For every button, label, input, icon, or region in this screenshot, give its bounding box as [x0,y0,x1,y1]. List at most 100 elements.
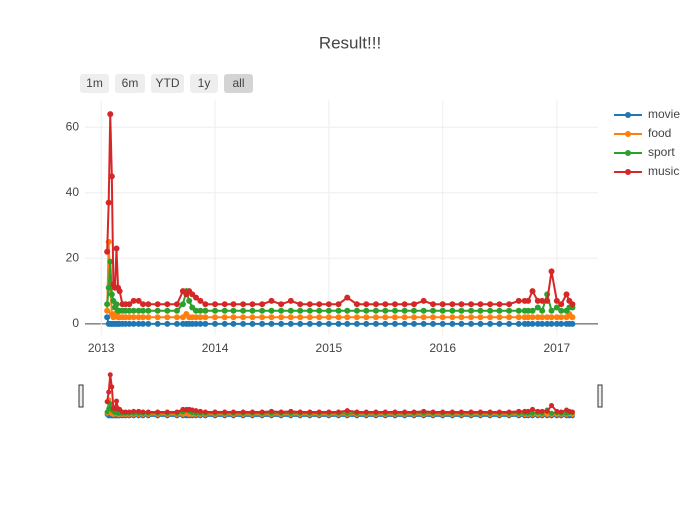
point [430,301,437,308]
point [335,307,342,314]
button-label[interactable]: YTD [156,76,180,90]
point [544,314,551,321]
slider-point [202,409,208,415]
point [477,314,484,321]
button-label[interactable]: 6m [122,76,139,90]
slider-handle[interactable] [78,384,84,408]
point [496,307,503,314]
point [325,314,332,321]
point [154,301,161,308]
point [548,307,555,314]
point [249,320,256,327]
range-button[interactable]: YTD [151,74,184,93]
point [335,314,342,321]
legend-marker [625,131,631,137]
slider-point [530,406,536,412]
button-bg[interactable] [80,74,109,93]
point [430,320,437,327]
point [569,320,576,327]
point [193,307,200,314]
range-button[interactable]: 6m [115,74,145,93]
slider-handle[interactable] [597,384,603,408]
button-bg[interactable] [224,74,253,93]
slider-point [373,409,379,415]
point [193,294,200,301]
point [221,301,228,308]
legend-label[interactable]: music [648,164,679,178]
point [525,314,532,321]
slider-point [155,409,161,415]
point [335,320,342,327]
point [126,301,133,308]
point [145,320,152,327]
point [154,307,161,314]
point [515,307,522,314]
button-label[interactable]: 1y [198,76,211,90]
legend-label[interactable]: movie [648,107,680,121]
point [202,320,209,327]
slider-point [506,409,512,415]
point [449,320,456,327]
range-button[interactable]: all [224,74,253,93]
button-label[interactable]: all [232,76,244,90]
y-tick-label: 20 [66,250,80,264]
x-tick-label: 2014 [202,341,229,355]
point [569,314,576,321]
button-bg[interactable] [151,74,184,93]
point [439,320,446,327]
slider-point [109,384,115,390]
point [458,314,465,321]
slider-point [104,399,110,405]
point [353,307,360,314]
point [548,268,555,275]
range-button[interactable]: 1y [190,74,218,93]
point [197,297,204,304]
point [197,314,204,321]
slider-point [193,408,199,414]
point [230,307,237,314]
slider-point [230,409,236,415]
point [249,301,256,308]
point [240,301,247,308]
point [449,314,456,321]
slider-point [249,409,255,415]
point [259,320,266,327]
point [391,301,398,308]
point [449,307,456,314]
point [197,307,204,314]
point [104,314,111,321]
point [145,301,152,308]
slider-point [544,408,550,414]
point [539,314,546,321]
point [401,320,408,327]
slider-point [326,409,332,415]
slider-point [549,403,555,409]
button-bg[interactable] [190,74,218,93]
point [259,314,266,321]
point [496,314,503,321]
point [353,320,360,327]
legend-label[interactable]: sport [648,145,675,159]
point [130,307,137,314]
point [430,314,437,321]
range-button[interactable]: 1m [80,74,109,93]
slider-point [411,409,417,415]
x-tick-label: 2013 [88,341,115,355]
point [506,314,513,321]
button-label[interactable]: 1m [86,76,103,90]
point [306,301,313,308]
slider-point [288,408,294,414]
point [353,314,360,321]
point [458,307,465,314]
point [197,320,204,327]
point [104,301,111,308]
point [287,320,294,327]
legend-label[interactable]: food [648,126,671,140]
point [468,301,475,308]
slider-point [554,408,560,414]
button-bg[interactable] [115,74,145,93]
slider-point [113,398,119,404]
point [525,320,532,327]
slider-point [522,408,528,414]
